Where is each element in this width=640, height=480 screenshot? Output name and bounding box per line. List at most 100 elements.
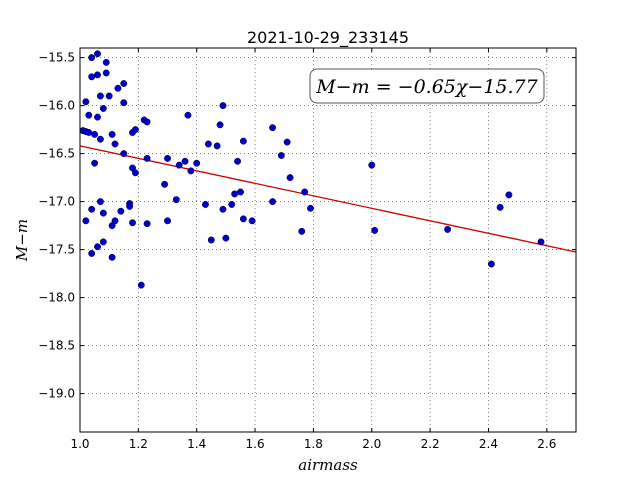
data-point [131,126,139,134]
y-tick-label: −19.0 [38,387,75,401]
data-point [143,220,151,228]
data-point [88,249,96,257]
data-point [487,260,495,268]
y-axis-ticks: −15.5 −16.0 −16.5 −17.0 −17.5 −18.0 −18.5 −19.0 [38,51,576,401]
data-point [222,234,230,242]
data-point [88,205,96,213]
data-point [108,130,116,138]
data-point [207,236,215,244]
data-point [286,174,294,182]
x-tick-label: 1.2 [129,437,148,451]
y-tick-label: −17.5 [38,243,75,257]
data-point [228,201,236,208]
data-point [102,69,110,77]
data-point [82,217,90,225]
data-point [85,129,93,136]
data-point [368,161,376,169]
data-point [131,169,139,177]
data-point [82,98,90,106]
data-point [96,198,104,206]
data-point [94,50,101,58]
data-point [85,111,93,119]
fit-line-group [79,145,577,253]
data-point [219,102,227,110]
y-tick-label: −18.0 [38,291,75,305]
data-point [137,281,145,289]
annotation-text: M−m = −0.65χ−15.77 [315,76,538,98]
data-point [371,226,379,234]
data-point [114,84,122,92]
data-point [193,159,201,167]
data-point [120,99,128,107]
data-point [161,180,169,188]
data-point [184,111,192,119]
data-point [172,196,180,204]
data-point [91,130,99,138]
x-tick-label: 1.6 [246,437,265,451]
data-point [102,58,110,66]
data-point [99,209,107,217]
data-point [117,207,125,215]
data-point [239,137,247,145]
data-point [120,80,128,87]
data-point [301,188,309,196]
data-point [175,161,183,169]
y-tick-label: −15.5 [38,51,75,65]
data-point [269,198,277,206]
data-point [96,135,104,143]
data-point [99,105,107,112]
data-point [99,238,107,246]
chart-title: 2021-10-29_233145 [247,28,409,48]
data-point [88,54,96,62]
data-point [283,138,291,146]
data-points [79,50,545,289]
data-point [213,142,221,150]
y-tick-label: −17.0 [38,195,75,209]
data-point [269,124,277,132]
data-point [94,243,101,251]
data-point [202,201,209,208]
x-tick-label: 2.2 [421,437,440,451]
x-tick-label: 1.0 [70,437,89,451]
data-point [105,92,113,100]
data-point [298,227,306,235]
x-tick-label: 2.0 [362,437,381,451]
data-point [111,140,119,148]
x-axis-label: airmass [298,456,358,474]
data-point [111,217,119,225]
grid [79,48,576,432]
data-point [444,225,452,233]
fit-annotation: M−m = −0.65χ−15.77 [309,68,545,104]
data-point [505,191,513,199]
data-point [219,205,227,213]
y-tick-label: −16.5 [38,147,75,161]
data-point [94,113,101,121]
plot-frame [79,47,577,433]
data-point [187,167,195,175]
x-tick-label: 2.6 [537,437,556,451]
data-point [126,202,134,210]
data-point [91,159,99,167]
data-point [94,71,101,79]
data-point [129,219,136,227]
data-point [108,253,116,261]
y-tick-label: −18.5 [38,339,75,353]
x-tick-label: 1.8 [304,437,323,451]
data-point [496,203,504,211]
data-point [164,217,171,225]
x-tick-label: 1.4 [187,437,206,451]
data-point [231,190,239,198]
y-axis-label: M−m [13,219,31,262]
data-point [234,157,242,165]
data-point [164,154,171,162]
data-point [181,157,189,165]
x-tick-label: 2.4 [479,437,498,451]
data-point [307,204,314,212]
data-point [143,118,151,126]
data-point [216,121,224,129]
data-point [237,188,244,196]
data-point [239,215,247,223]
data-point [120,150,128,158]
y-tick-label: −16.0 [38,99,75,113]
